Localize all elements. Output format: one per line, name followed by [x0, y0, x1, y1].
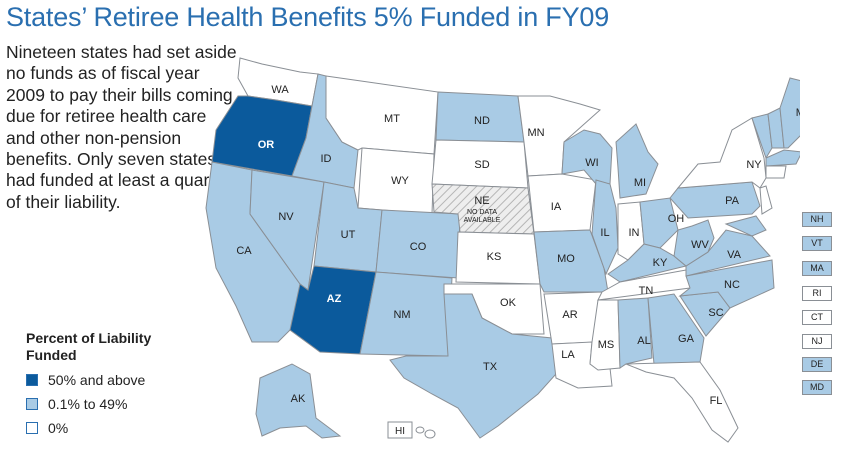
legend-label-zero: 0%: [48, 420, 69, 436]
label-wy: WY: [391, 175, 409, 187]
state-nj-area[interactable]: [759, 185, 773, 215]
label-oh: OH: [668, 213, 685, 225]
label-pa: PA: [725, 195, 740, 207]
label-nc: NC: [724, 279, 740, 291]
label-sc: SC: [708, 307, 723, 319]
legend-swatch-mid: [26, 398, 38, 410]
state-oh[interactable]: [639, 197, 679, 249]
label-or: OR: [258, 139, 275, 151]
label-az: AZ: [327, 293, 342, 305]
label-ia: IA: [551, 201, 562, 213]
legend-swatch-zero: [26, 422, 38, 434]
label-ca: CA: [236, 245, 252, 257]
label-mi: MI: [634, 177, 646, 189]
us-map: WA OR CA NV ID MT WY UT AZ CO NM ND SD N…: [205, 57, 800, 443]
state-mi[interactable]: [615, 123, 659, 199]
label-mt: MT: [384, 113, 400, 125]
legend-item-zero: 0%: [26, 420, 166, 436]
small-state-ct[interactable]: CT: [802, 310, 832, 325]
state-ma-area[interactable]: [765, 149, 800, 167]
label-tn: TN: [639, 285, 654, 297]
intro-text: Nineteen states had set aside no funds a…: [6, 42, 237, 212]
state-ny[interactable]: [676, 117, 767, 189]
label-nm: NM: [393, 309, 410, 321]
legend-label-mid: 0.1% to 49%: [48, 396, 128, 412]
small-state-vt[interactable]: VT: [802, 236, 832, 251]
state-ia[interactable]: [527, 173, 597, 233]
label-wa: WA: [271, 84, 289, 96]
label-fl: FL: [710, 395, 723, 407]
label-in: IN: [629, 227, 640, 239]
label-wv: WV: [691, 239, 709, 251]
state-wv[interactable]: [673, 219, 715, 267]
label-hi: HI: [395, 426, 405, 437]
state-al[interactable]: [617, 297, 653, 369]
legend: Percent of Liability Funded 50% and abov…: [26, 330, 166, 436]
state-md-area[interactable]: [724, 215, 767, 237]
label-ks: KS: [487, 251, 502, 263]
small-state-de[interactable]: DE: [802, 357, 832, 372]
label-nd: ND: [474, 115, 490, 127]
small-state-nj[interactable]: NJ: [802, 334, 832, 349]
label-tx: TX: [483, 361, 498, 373]
state-nc[interactable]: [678, 259, 775, 309]
label-ga: GA: [678, 333, 695, 345]
state-ct-area[interactable]: [765, 165, 787, 179]
label-nv: NV: [278, 211, 294, 223]
state-me[interactable]: [779, 77, 800, 149]
label-ms: MS: [598, 339, 615, 351]
label-wi: WI: [585, 157, 598, 169]
label-ar: AR: [562, 309, 577, 321]
state-ga[interactable]: [647, 293, 705, 365]
label-ut: UT: [341, 229, 356, 241]
label-mo: MO: [557, 253, 575, 265]
label-ok: OK: [500, 297, 517, 309]
legend-item-high: 50% and above: [26, 372, 166, 388]
legend-item-mid: 0.1% to 49%: [26, 396, 166, 412]
small-state-ma[interactable]: MA: [802, 261, 832, 276]
state-hi[interactable]: [387, 421, 436, 439]
label-il: IL: [600, 227, 609, 239]
label-co: CO: [410, 241, 427, 253]
label-ak: AK: [291, 393, 306, 405]
label-id: ID: [321, 153, 332, 165]
small-state-ri[interactable]: RI: [802, 286, 832, 301]
state-mt[interactable]: [325, 75, 439, 155]
label-ne-available: AVAILABLE: [464, 217, 501, 224]
label-ky: KY: [653, 257, 668, 269]
label-me: ME: [796, 107, 800, 119]
state-fl[interactable]: [625, 361, 739, 443]
map-title: States’ Retiree Health Benefits 5% Funde…: [6, 2, 610, 32]
label-la: LA: [561, 349, 575, 361]
label-sd: SD: [474, 159, 489, 171]
label-ny: NY: [746, 159, 762, 171]
label-al: AL: [637, 335, 650, 347]
label-va: VA: [727, 249, 742, 261]
legend-title: Percent of Liability Funded: [26, 330, 152, 363]
legend-label-high: 50% and above: [48, 372, 146, 388]
state-ak[interactable]: [255, 363, 342, 439]
label-ne: NE: [474, 195, 489, 207]
state-tx[interactable]: [389, 293, 557, 439]
label-mn: MN: [527, 127, 544, 139]
small-state-md[interactable]: MD: [802, 380, 832, 395]
small-state-nh[interactable]: NH: [802, 212, 832, 227]
legend-swatch-high: [26, 374, 38, 386]
label-ne-nodata: NO DATA: [467, 209, 497, 216]
state-ky[interactable]: [607, 243, 688, 283]
